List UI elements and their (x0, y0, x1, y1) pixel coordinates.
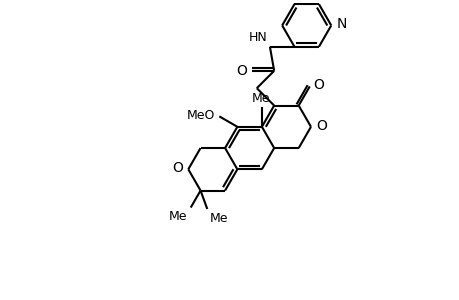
Text: MeO: MeO (187, 109, 215, 122)
Text: O: O (315, 119, 326, 133)
Text: Me: Me (168, 211, 186, 224)
Text: O: O (313, 78, 324, 92)
Text: Me: Me (251, 92, 269, 105)
Text: O: O (172, 161, 183, 175)
Text: N: N (336, 17, 346, 32)
Text: O: O (236, 64, 246, 78)
Text: HN: HN (248, 31, 267, 44)
Text: Me: Me (210, 212, 228, 225)
